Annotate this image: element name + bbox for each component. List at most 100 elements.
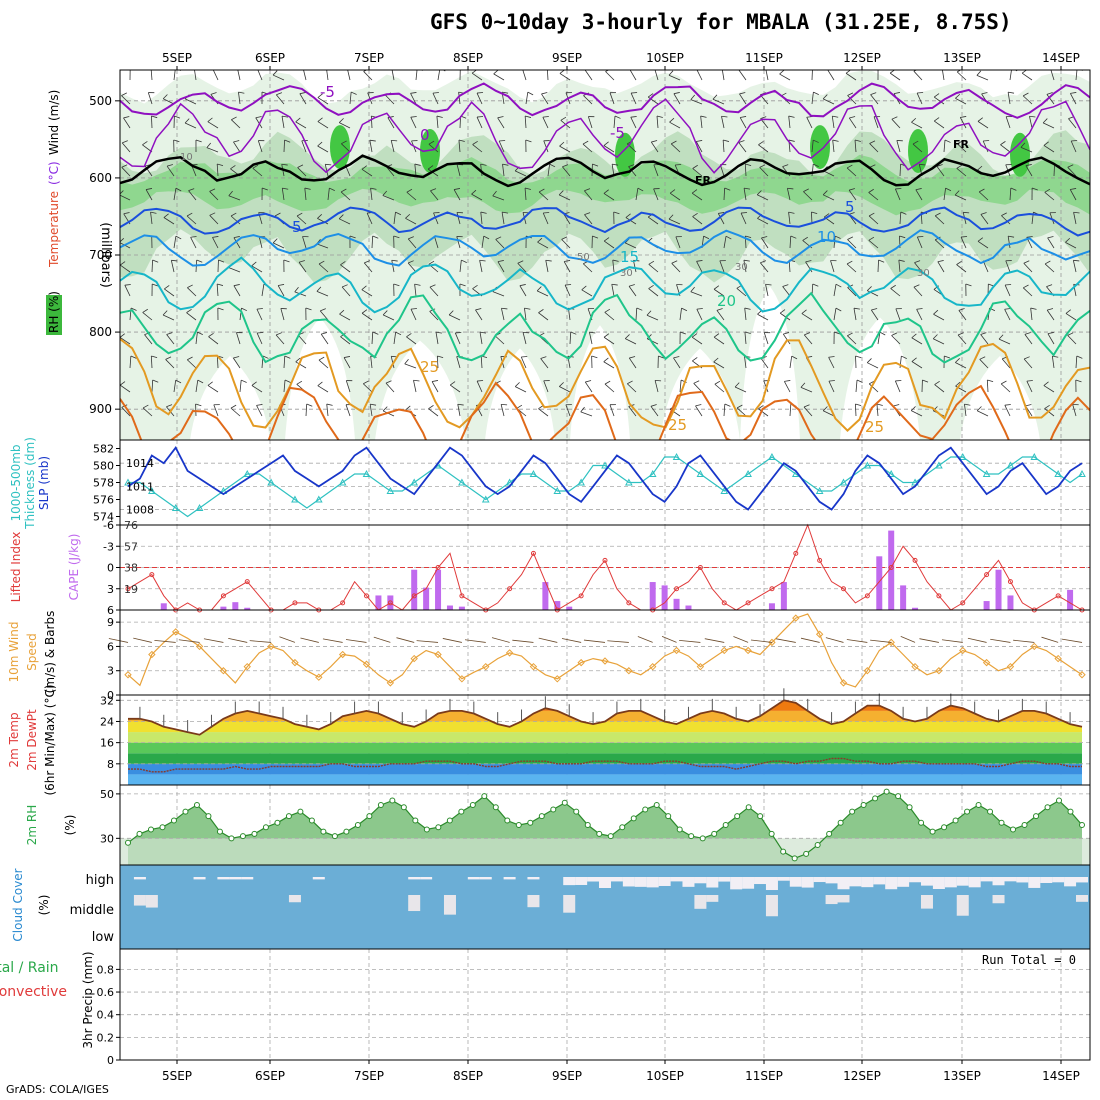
y-tick-label: 30 [100,832,114,845]
thickness-line-point [625,478,633,486]
wind-barb [693,383,703,393]
cloud-high-block [1028,877,1041,888]
wind-barb [272,74,285,81]
wind-barb [476,380,483,393]
top-day-label: 5SEP [162,51,192,65]
panel-side-label: CAPE (J/kg) [67,534,81,601]
wind-barb [165,359,175,369]
wind-barb-flag [536,286,542,292]
wind-barb-flag [691,189,698,194]
wind-barb [847,287,857,297]
wind-barb-flag [207,381,213,386]
top-day-label: 11SEP [745,51,783,65]
wind-barb-flag [1044,188,1051,193]
lifted-index-line-point [292,600,298,606]
wind-barb-flag [262,187,268,191]
wind-barb-flag [790,235,797,239]
cape-tick-label: 19 [124,583,138,596]
wind-barb-flag [174,115,181,119]
wind-barb [393,212,396,225]
wind-barb-flag [361,309,368,314]
rh2m-point [469,802,476,808]
wind-barb [789,356,793,369]
rh2m-point [607,833,614,840]
wind-barb [978,191,989,201]
wind-barb [868,215,879,225]
surface-wind-barb [870,639,892,643]
rh2m-point [193,802,200,808]
thickness-line-point [720,486,729,494]
wind-barb [121,407,131,417]
wind-barb [410,308,417,321]
wind-barb-flag [724,187,731,191]
wind-barb [1065,313,1077,321]
wind-barb-flag [945,187,952,192]
wind-barb [584,381,593,393]
wind-barb [431,381,439,393]
wind-barb [252,167,263,177]
panel-side-label: Thickness (dm) [23,437,37,530]
rh2m-point [1021,822,1028,828]
wind-barb [382,195,395,201]
wind-barb [669,192,681,201]
y-tick-label: 582 [93,443,114,456]
wind-barb [899,212,902,225]
wind-barb [738,142,747,153]
wind-barb-flag [979,356,986,360]
wind-barb [654,380,659,393]
wind-barb [1043,385,1055,393]
wind-barb-flag [1025,164,1032,167]
rh2m-low-band [120,838,1090,865]
wind-barb [696,308,703,321]
wind-barb-flag [603,189,609,194]
surface-wind-barb [561,638,582,643]
wind-speed-line-point [672,646,681,655]
wind-barb-flag [811,211,818,215]
rh-dry-pocket [660,348,740,440]
wind-barb [142,312,153,321]
wind-barb-flag [956,260,962,265]
wind-barb [363,383,373,393]
wind-barb-flag [197,331,203,336]
lifted-index-line-point [220,593,226,599]
wind-barb [811,211,813,225]
cloud-middle-block [443,895,456,915]
rh2m-point [492,804,499,811]
wind-barb [635,188,639,201]
wind-barb [147,92,153,105]
wind-barb-flag [669,117,675,123]
wind-barb [275,334,285,345]
cloud-high-block [968,877,981,888]
wind-barb [366,212,373,225]
surface-wind-barb [704,638,725,643]
wind-barb-flag [812,283,819,287]
wind-speed-line-point [219,667,228,675]
wind-barb-flag [630,116,637,118]
cape-bar [542,582,549,610]
wind-barb-flag [432,92,439,94]
wind-barb [275,94,285,105]
wind-barb-flag [558,190,564,196]
wind-barb-flag [120,333,125,338]
wind-barb [744,163,747,177]
wind-barb-flag [393,283,400,287]
wind-barb [456,356,461,369]
isotherm-0 [120,98,1090,174]
surface-wind-barb [203,638,224,643]
wind-barb [406,336,417,345]
wind-barb [1043,145,1055,153]
cloud-high-block [873,877,886,885]
wind-barb-flag [1020,142,1026,148]
wind-barb [738,70,747,81]
wind-barb-flag [325,163,332,166]
wind-barb-flag [483,235,490,240]
cloud-high-block [897,877,910,887]
wind-barb [876,404,879,417]
rh2m-point [228,835,235,842]
wind-barb-flag [761,236,768,239]
wind-barb-flag [370,403,377,406]
thickness-line-point [863,461,872,469]
wind-barb-flag [1070,188,1077,190]
temp-band [128,763,1082,775]
cloud-high-block [479,877,492,880]
